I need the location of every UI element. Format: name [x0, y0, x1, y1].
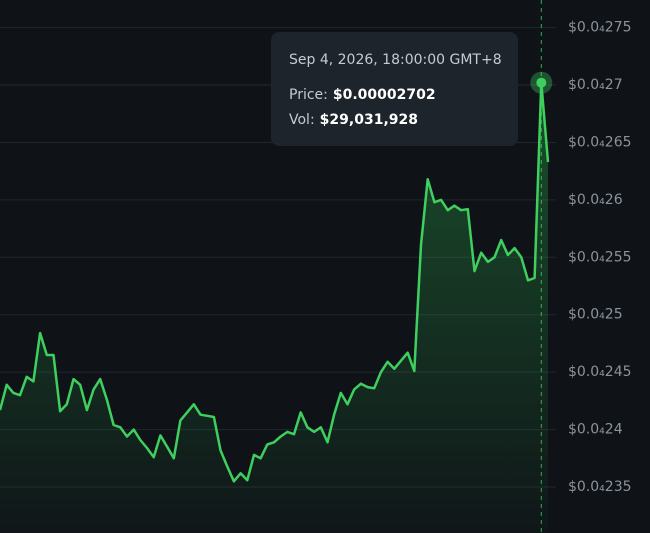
highlight-point: [536, 77, 547, 88]
y-tick-label: $0.0₄235: [568, 479, 632, 495]
area-fill: [0, 82, 548, 533]
tooltip-box: [271, 32, 518, 146]
price-line: [0, 81, 550, 483]
y-tick-label: $0.0₄245: [568, 364, 632, 380]
vol-label: Vol:: [289, 112, 315, 128]
tooltip: Sep 4, 2026, 18:00:00 GMT+8 Price: $0.000…: [271, 32, 518, 146]
y-tick-label: $0.0₄265: [568, 134, 632, 150]
tooltip-vol: Vol: $29,031,928: [289, 112, 418, 128]
y-tick-label: $0.0₄275: [568, 20, 632, 36]
tooltip-price: Price: $0.00002702: [289, 87, 436, 103]
y-tick-label: $0.0₄255: [568, 249, 632, 265]
y-tick-label: $0.0₄26: [568, 192, 623, 208]
price-value: $0.00002702: [333, 87, 436, 103]
y-tick-label: $0.0₄27: [568, 77, 623, 93]
tooltip-time: Sep 4, 2026, 18:00:00 GMT+8: [289, 52, 502, 68]
vol-value: $29,031,928: [320, 112, 418, 128]
price-label: Price:: [289, 87, 328, 103]
y-tick-label: $0.0₄25: [568, 307, 623, 323]
y-tick-label: $0.0₄24: [568, 422, 623, 438]
